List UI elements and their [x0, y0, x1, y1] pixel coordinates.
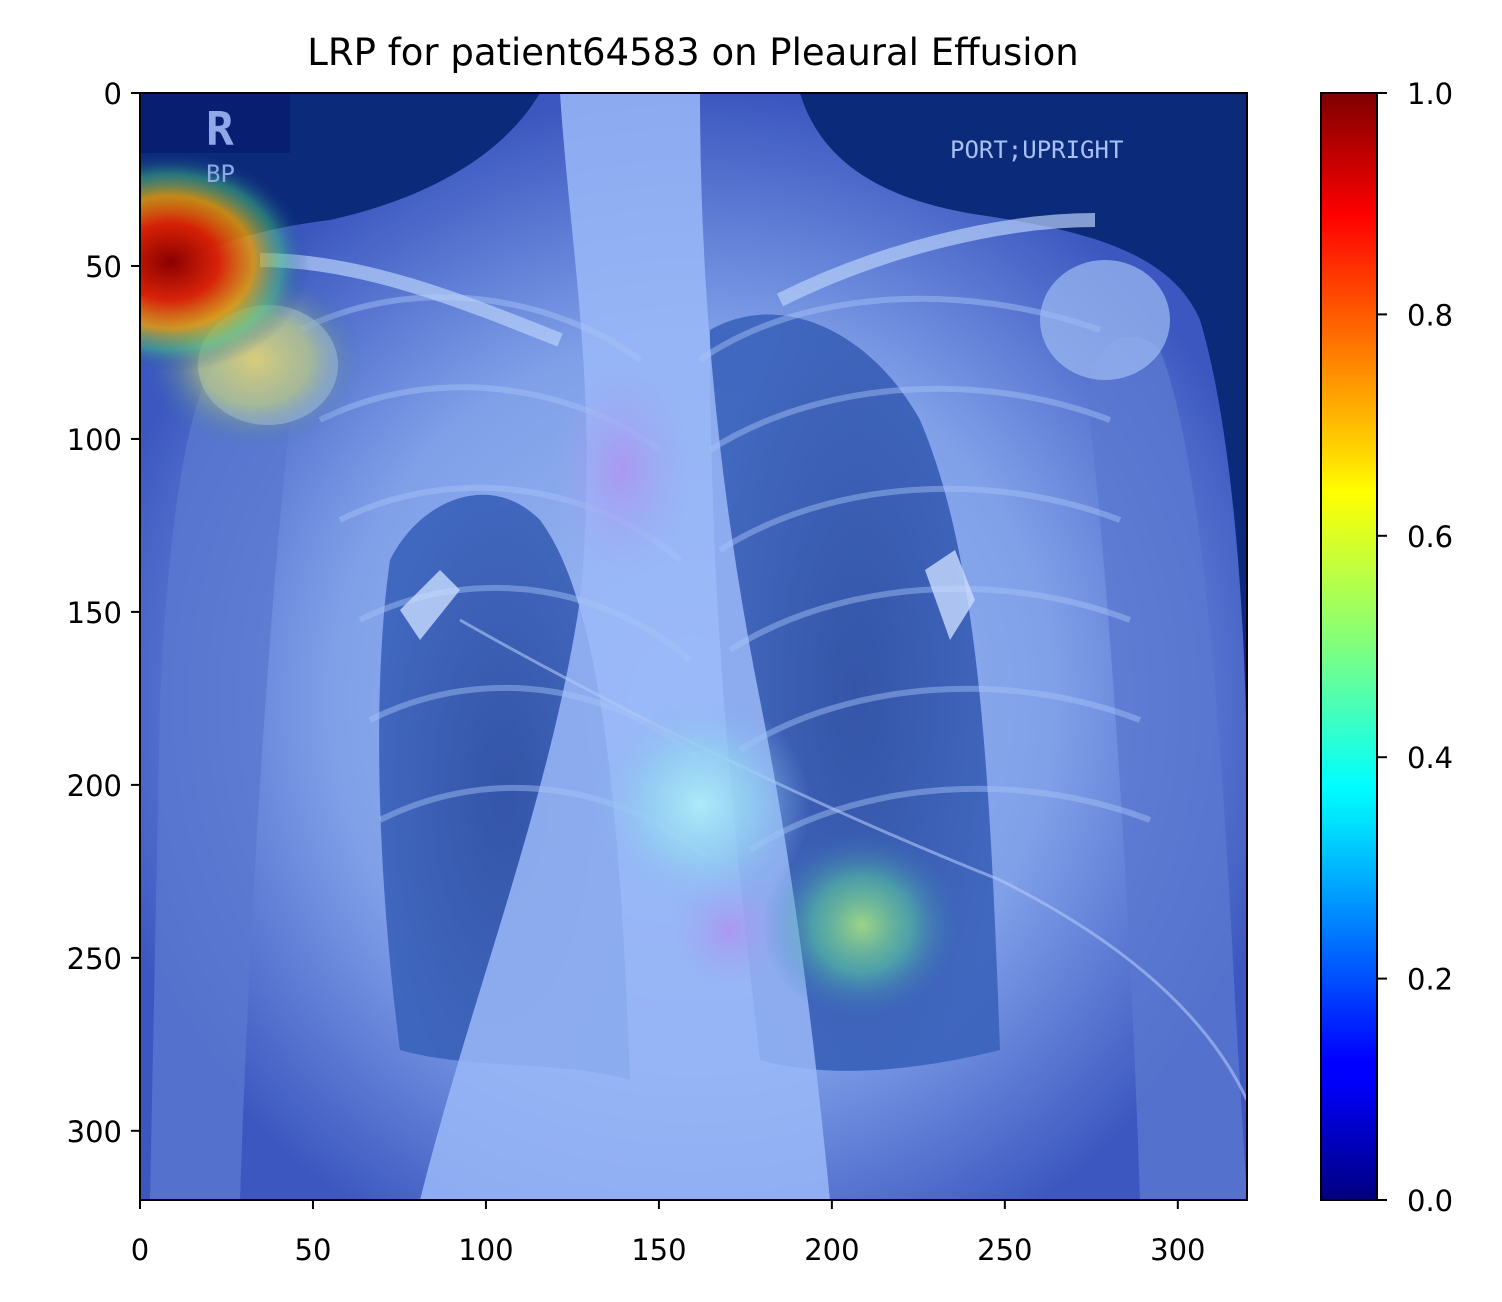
marker-bp: BP: [206, 160, 235, 188]
x-tick-label: 50: [295, 1233, 332, 1267]
colorbar-tick-label: 0.0: [1407, 1184, 1453, 1218]
marker-r: R: [206, 102, 234, 156]
chart-title: LRP for patient64583 on Pleaural Effusio…: [307, 31, 1078, 74]
x-axis: 0 50 100 150 200 250 300: [131, 1200, 1205, 1267]
x-tick-label: 250: [977, 1233, 1032, 1267]
y-tick-label: 200: [67, 769, 122, 803]
colorbar-tick-label: 0.6: [1407, 520, 1453, 554]
left-clavicle: [776, 213, 1096, 307]
y-tick-label: 250: [67, 942, 122, 976]
top-left-dark-band: [140, 93, 290, 153]
ecg-lead-right: [400, 570, 460, 640]
colorbar: [1320, 92, 1378, 1201]
xray-heatmap-image: R BP PORT;UPRIGHT: [140, 93, 1247, 1200]
right-arm: [150, 338, 292, 1200]
colorbar-tick-label: 0.2: [1407, 963, 1453, 997]
x-tick-label: 200: [804, 1233, 859, 1267]
y-tick-label: 50: [85, 250, 122, 284]
x-tick-label: 0: [131, 1233, 149, 1267]
ecg-wire: [459, 618, 1247, 1101]
relevance-hotspot-red: [140, 152, 310, 372]
x-tick-label: 100: [458, 1233, 513, 1267]
ecg-lead-left: [925, 550, 975, 640]
y-tick-label: 100: [67, 423, 122, 457]
colorbar-tick-label: 0.4: [1407, 741, 1453, 775]
x-tick-label: 150: [631, 1233, 686, 1267]
left-arm: [1088, 336, 1247, 1200]
relevance-hotspot-cyan: [590, 695, 810, 915]
colorbar-tick-label: 0.8: [1407, 298, 1453, 332]
y-axis: 0 50 100 150 200 250 300: [67, 77, 140, 1149]
y-tick-label: 0: [104, 77, 122, 111]
x-tick-label: 300: [1150, 1233, 1205, 1267]
axes-frame: [139, 92, 1248, 1201]
y-tick-label: 150: [67, 596, 122, 630]
relevance-hotspot-purple: [552, 360, 692, 580]
colorbar-tick-label: 1.0: [1407, 77, 1453, 111]
relevance-hotspot-green: [762, 830, 962, 1020]
colorbar-axis: 0.0 0.2 0.4 0.6 0.8 1.0: [1377, 77, 1453, 1218]
marker-port-upright: PORT;UPRIGHT: [950, 136, 1123, 164]
left-humeral-head: [1040, 260, 1170, 380]
y-tick-label: 300: [67, 1115, 122, 1149]
